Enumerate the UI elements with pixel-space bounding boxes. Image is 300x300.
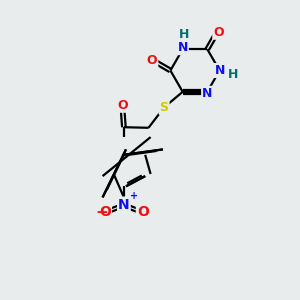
- Text: H: H: [228, 68, 238, 81]
- Text: N: N: [202, 87, 212, 100]
- Text: −: −: [95, 205, 108, 220]
- Text: S: S: [160, 101, 169, 114]
- Text: O: O: [147, 54, 157, 67]
- Text: O: O: [99, 205, 111, 219]
- Text: +: +: [130, 190, 139, 201]
- Text: O: O: [213, 26, 224, 39]
- Text: H: H: [179, 28, 189, 41]
- Text: N: N: [118, 198, 130, 212]
- Text: N: N: [178, 41, 188, 54]
- Text: O: O: [117, 99, 128, 112]
- Text: O: O: [137, 205, 149, 219]
- Text: N: N: [214, 64, 225, 77]
